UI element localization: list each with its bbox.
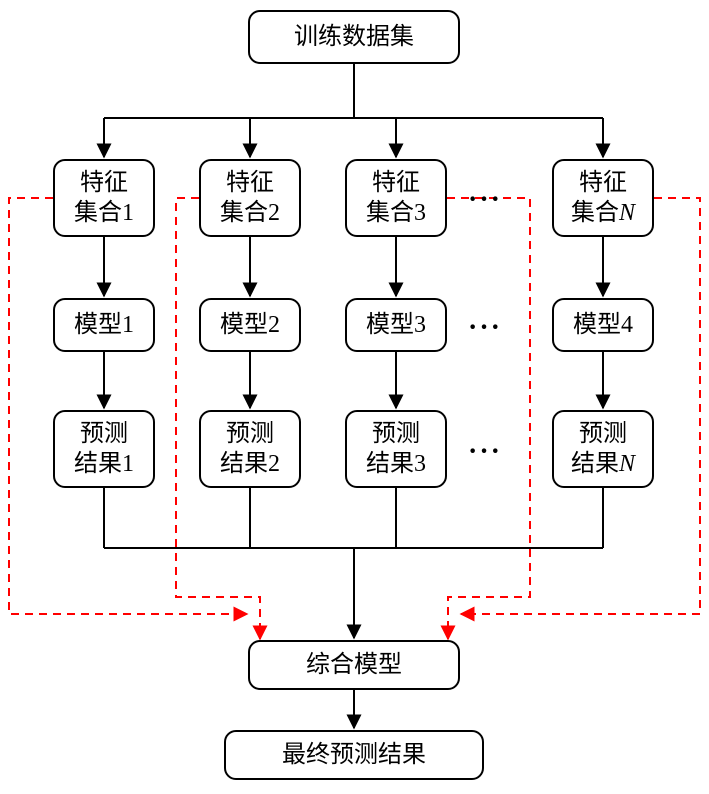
node-combine: 综合模型: [248, 640, 460, 690]
node-feat2: 特征 集合2: [199, 159, 301, 237]
node-predN: 预测 结果N: [552, 410, 654, 488]
node-label-l1: 预测: [220, 419, 280, 449]
node-label-l2: 结果N: [571, 449, 635, 479]
node-label: 模型4: [573, 310, 633, 340]
node-label-l1: 预测: [366, 419, 426, 449]
ellipsis-row2: ···: [468, 312, 502, 344]
node-feat1: 特征 集合1: [53, 159, 155, 237]
node-label-l2: 集合3: [366, 198, 426, 228]
node-label-l1: 预测: [74, 419, 134, 449]
node-pred1: 预测 结果1: [53, 410, 155, 488]
node-label-l1: 特征: [571, 168, 635, 198]
node-label-l2: 结果2: [220, 449, 280, 479]
node-train: 训练数据集: [248, 10, 460, 64]
ellipsis-row3: ···: [468, 436, 502, 468]
node-label-l2: 集合1: [74, 198, 134, 228]
node-label: 训练数据集: [294, 22, 414, 52]
node-final: 最终预测结果: [224, 730, 484, 780]
node-label: 最终预测结果: [282, 740, 426, 770]
node-label-l1: 预测: [571, 419, 635, 449]
italic-n: N: [619, 200, 635, 226]
node-label-l2: 结果3: [366, 449, 426, 479]
node-label: 模型2: [220, 310, 280, 340]
node-pred2: 预测 结果2: [199, 410, 301, 488]
node-model1: 模型1: [53, 298, 155, 352]
node-label-l1: 特征: [220, 168, 280, 198]
node-label: 综合模型: [306, 650, 402, 680]
node-label-l1: 特征: [366, 168, 426, 198]
node-label-l2: 集合2: [220, 198, 280, 228]
node-label-l2: 集合N: [571, 198, 635, 228]
italic-n: N: [619, 451, 635, 477]
node-model3: 模型3: [345, 298, 447, 352]
node-label: 模型1: [74, 310, 134, 340]
node-model2: 模型2: [199, 298, 301, 352]
node-pred3: 预测 结果3: [345, 410, 447, 488]
node-featN: 特征 集合N: [552, 159, 654, 237]
flowchart-canvas: 训练数据集 特征 集合1 特征 集合2 特征 集合3 特征 集合N 模型1 模型…: [0, 0, 709, 794]
node-label-l2: 结果1: [74, 449, 134, 479]
node-model4: 模型4: [552, 298, 654, 352]
node-label-l1: 特征: [74, 168, 134, 198]
node-label: 模型3: [366, 310, 426, 340]
ellipsis-row1: ···: [468, 184, 502, 216]
node-feat3: 特征 集合3: [345, 159, 447, 237]
